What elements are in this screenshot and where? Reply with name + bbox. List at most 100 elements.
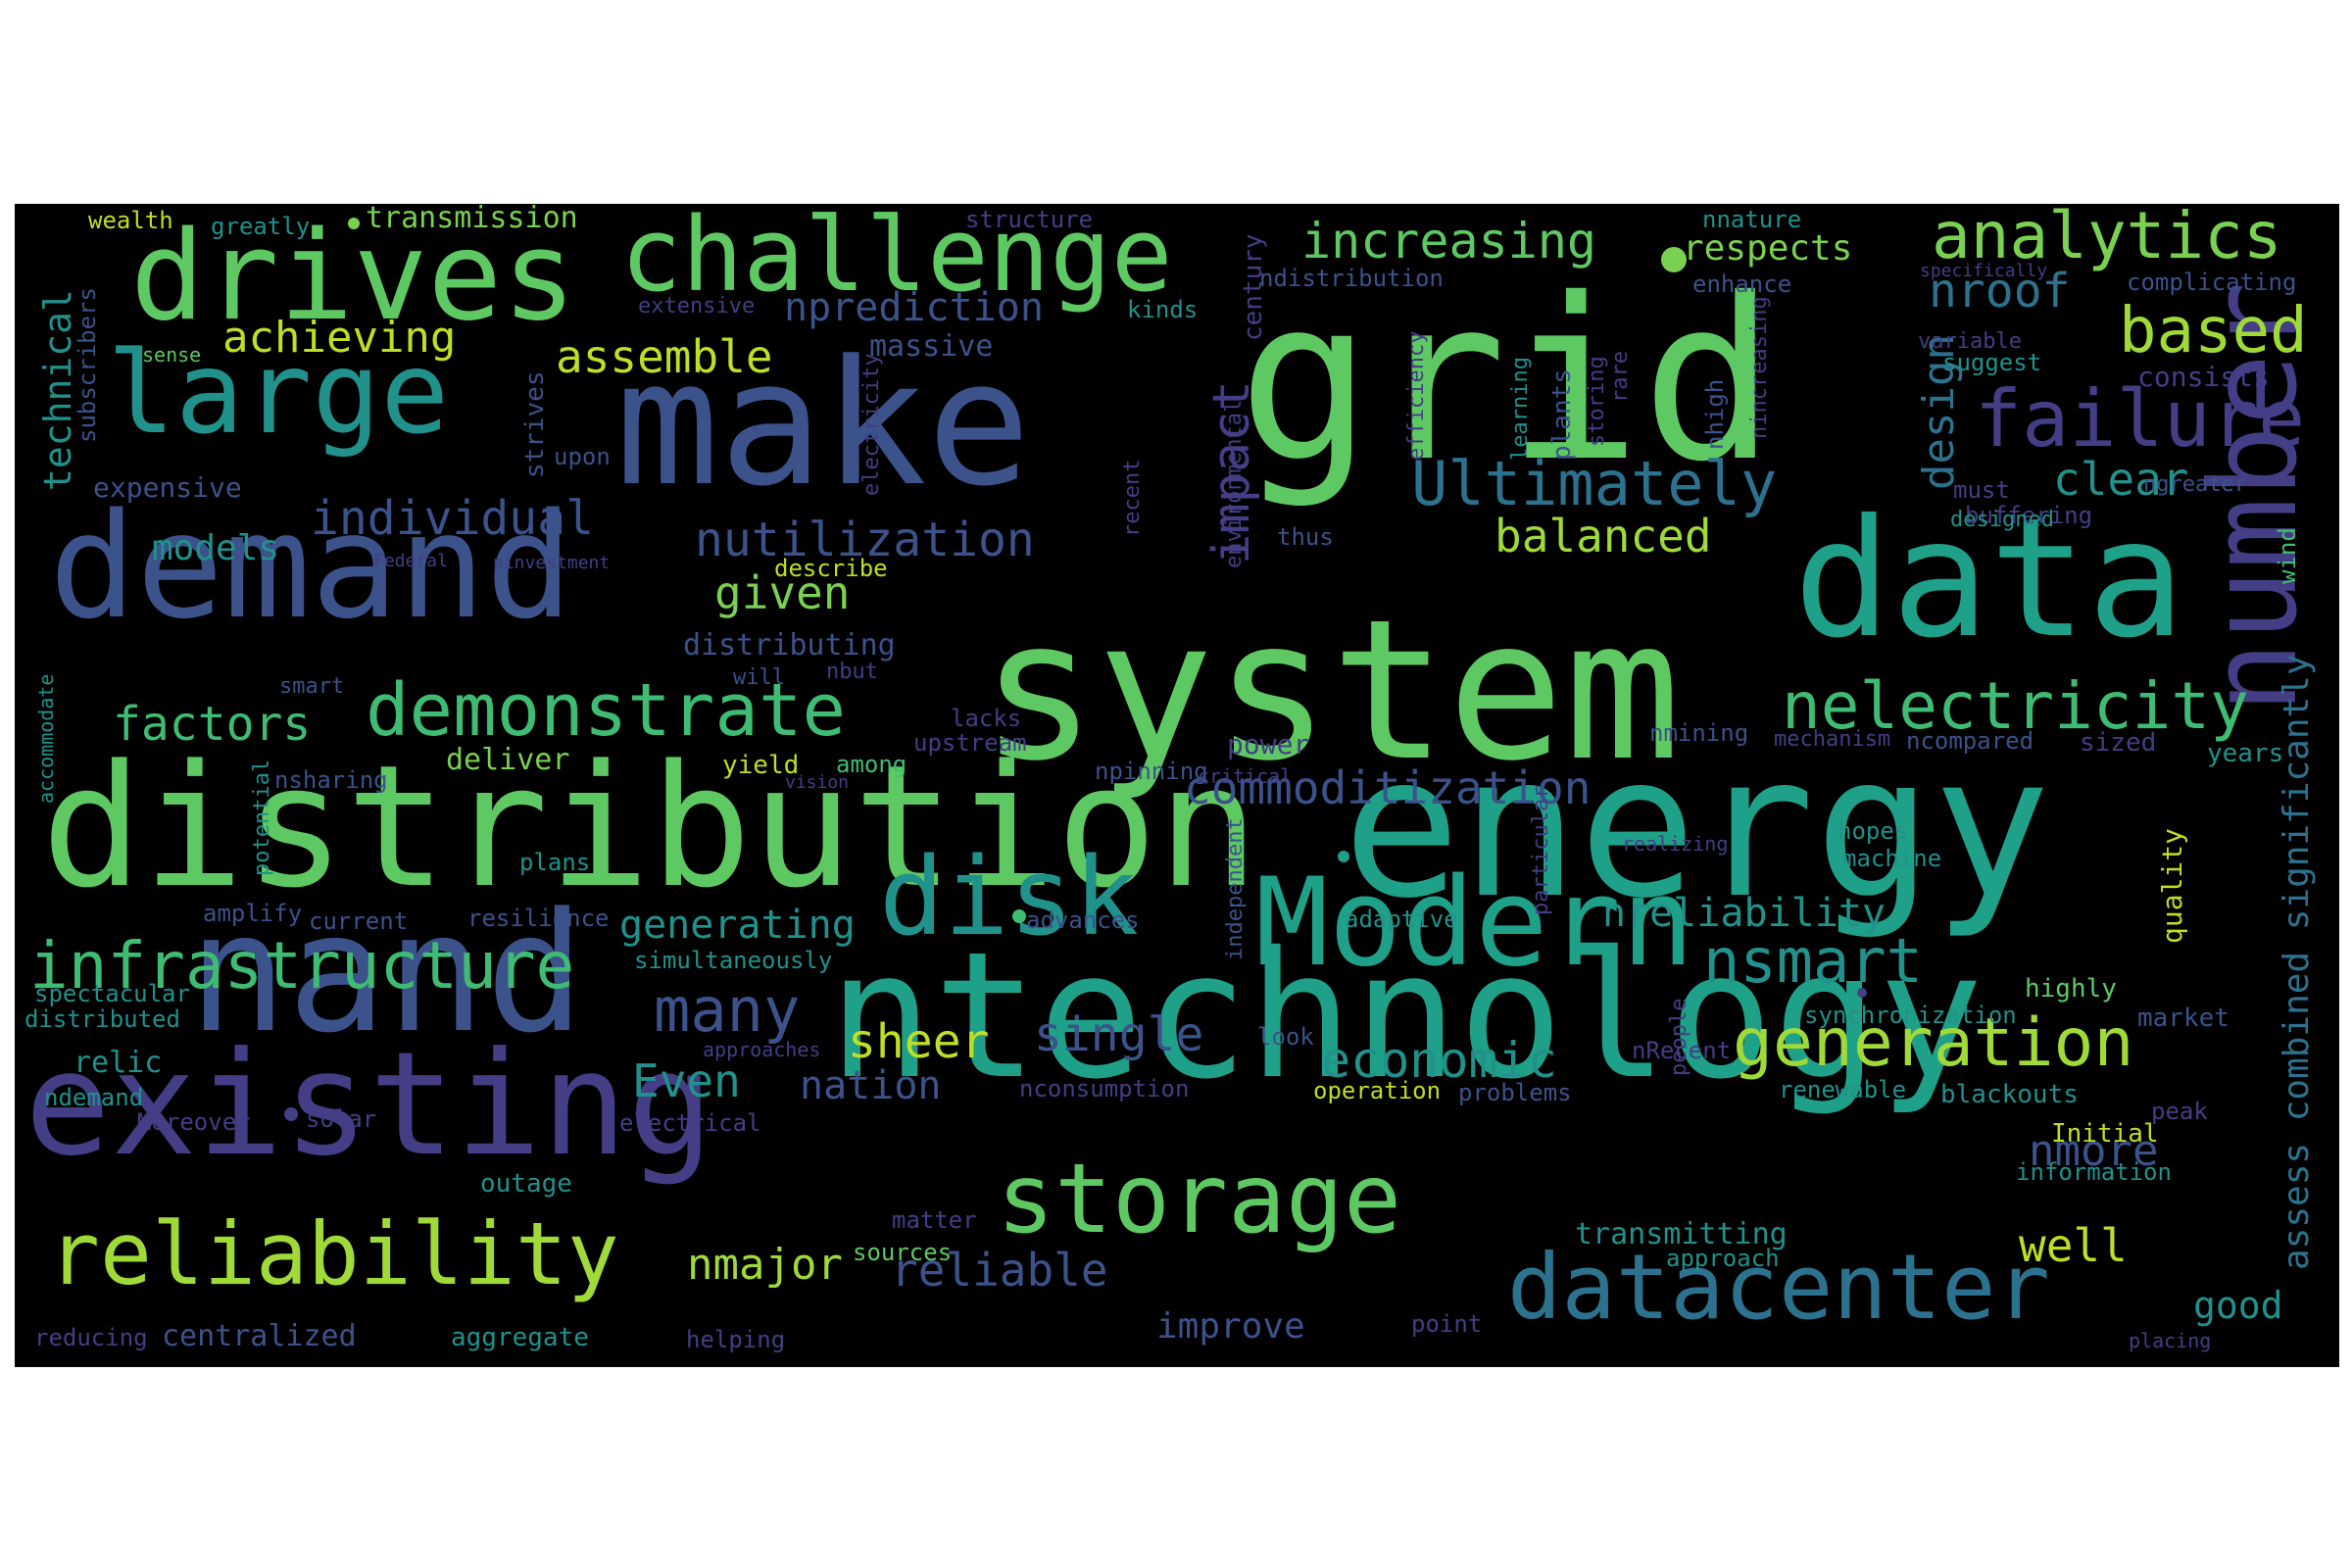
word-sheer: sheer (848, 1014, 990, 1069)
word-plants: plants (1547, 368, 1577, 461)
word-advances: advances (1026, 906, 1140, 934)
dot-mark-5 (1338, 851, 1349, 862)
word-generation: generation (1733, 1004, 2134, 1082)
word-cloud: system grid energy distribution make data ntec… (15, 204, 2339, 1367)
word-peak: peak (2151, 1098, 2208, 1125)
word-failure: failure (1975, 373, 2306, 465)
word-wind: wind (2274, 527, 2301, 584)
dot-mark-0 (1661, 247, 1687, 272)
word-upon: upon (554, 443, 611, 470)
word-based: based (2119, 295, 2308, 368)
word-nmore: nmore (2029, 1126, 2159, 1176)
word-system: system (980, 577, 1682, 804)
word-subscribers: subscribers (74, 287, 101, 443)
word-yield: yield (722, 751, 800, 780)
word-accommodate: accommodate (34, 673, 58, 804)
word-market: market (2137, 1004, 2230, 1033)
word-hopes: hopes (1838, 817, 1909, 845)
word-lacks: lacks (951, 705, 1022, 732)
word-independent: independent (1223, 817, 1248, 960)
word-federal: Federal (373, 551, 448, 571)
word-nbut: nbut (826, 660, 878, 684)
word-plans: plans (519, 849, 591, 876)
word-renewable: renewable (1779, 1076, 1907, 1103)
word-ngreater: ngreater (2143, 472, 2247, 497)
word-must: must (1953, 476, 2010, 504)
word-assemble: assemble (556, 330, 773, 383)
word-storing: storing (1585, 356, 1609, 447)
word-improve: improve (1156, 1306, 1305, 1347)
word-extensive: extensive (638, 294, 756, 318)
word-years: years (2207, 739, 2284, 768)
word-make: make (615, 323, 1031, 524)
word-environmental: environmental (1222, 399, 1247, 568)
word-matter: matter (892, 1206, 977, 1234)
word-current: current (309, 907, 409, 935)
word-sized: sized (2080, 728, 2157, 758)
word-expensive: expensive (93, 471, 242, 504)
word-deliver: deliver (446, 743, 570, 777)
word-consists: consists (2137, 361, 2270, 393)
word-factors: factors (113, 697, 312, 752)
word-kinds: kinds (1127, 296, 1199, 323)
word-rare: rare (1608, 351, 1633, 403)
word-many: many (654, 974, 801, 1046)
word-nnature: nnature (1702, 206, 1802, 233)
word-existing: existing (24, 1021, 714, 1188)
word-technical: technical (36, 289, 79, 491)
word-individual: individual (311, 491, 594, 546)
word-information: information (2016, 1158, 2172, 1186)
word-variable: variable (1918, 329, 2022, 354)
word-will: will (733, 665, 785, 690)
word-relic: relic (74, 1046, 163, 1080)
word-simultaneously: simultaneously (634, 947, 833, 974)
word-ninvestment: ninvestment (493, 553, 611, 573)
word-nsmart: nsmart (1703, 925, 1923, 997)
word-nincreasing: nincreasing (1747, 296, 1772, 439)
word-point: point (1411, 1310, 1483, 1338)
dot-mark-2 (284, 1107, 298, 1121)
word-placing: placing (2129, 1329, 2212, 1352)
word-commoditization: commoditization (1184, 761, 1592, 814)
word-power: power (1227, 728, 1310, 760)
word-nreliability: nreliability (1602, 891, 1886, 936)
word-specifically: specifically (1920, 261, 2048, 281)
word-massive: massive (869, 329, 994, 364)
word-resilience: resilience (467, 905, 610, 932)
word-nelectricity: nelectricity (1782, 668, 2249, 744)
word-sources: sources (853, 1239, 953, 1266)
word-disk: disk (879, 834, 1139, 959)
word-complicating: complicating (2127, 269, 2297, 296)
word-buffering: buffering (1965, 502, 2093, 529)
word-generating: generating (619, 903, 856, 948)
word-economic: economic (1321, 1032, 1557, 1089)
word-operation: operation (1313, 1077, 1442, 1104)
word-aggregate: aggregate (451, 1323, 589, 1352)
word-greatly: greatly (211, 213, 311, 240)
word-analytics: analytics (1932, 204, 2282, 273)
word-adaptive: adaptive (1345, 906, 1458, 933)
word-solar: solar (306, 1105, 377, 1133)
word-distribution: distribution (41, 728, 1259, 925)
word-amplify: amplify (203, 900, 303, 927)
word-single: single (1034, 1007, 1204, 1062)
word-vision: vision (785, 772, 850, 793)
word-critical: critical (1198, 764, 1293, 788)
word-synchronization: synchronization (1804, 1002, 2017, 1029)
word-demonstrate: demonstrate (366, 668, 847, 753)
dot-mark-3 (348, 218, 360, 229)
word-nation: nation (800, 1063, 942, 1108)
word-storage: storage (997, 1144, 1402, 1255)
word-ultimately: Ultimately (1411, 448, 1778, 519)
word-large: large (107, 327, 450, 460)
word-transmitting: transmitting (1575, 1217, 1788, 1251)
word-wealth: wealth (88, 207, 173, 234)
word-given: given (714, 566, 851, 619)
word-outage: outage (480, 1169, 572, 1199)
word-strives: strives (520, 370, 550, 478)
word-designed: designed (1950, 508, 2054, 532)
word-thus: thus (1277, 523, 1334, 551)
word-particular: particular (1529, 785, 1553, 915)
word-data: data (1793, 485, 2185, 674)
word-spectacular: spectacular (34, 980, 190, 1007)
